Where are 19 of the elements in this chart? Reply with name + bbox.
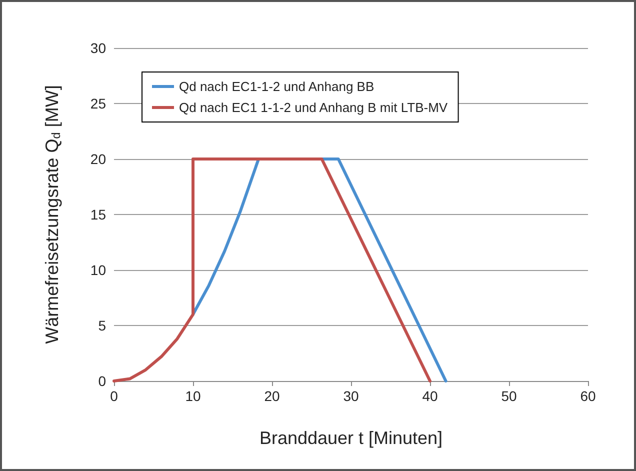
line-series (112, 158, 432, 382)
x-tick-label: 10 (185, 388, 201, 404)
y-tick-label: 25 (90, 96, 106, 112)
x-tick-label: 50 (501, 388, 517, 404)
y-tick-label: 20 (90, 151, 106, 167)
x-tick-label: 40 (422, 388, 438, 404)
legend-label: Qd nach EC1 1-1-2 und Anhang B mit LTB-MV (179, 100, 448, 115)
x-tick-label: 60 (580, 388, 596, 404)
y-tick-label: 10 (90, 262, 106, 278)
y-tick-label: 15 (90, 206, 106, 222)
x-tick-label: 30 (343, 388, 359, 404)
x-tick-label: 20 (264, 388, 280, 404)
legend-label: Qd nach EC1-1-2 und Anhang BB (179, 79, 374, 94)
x-axis-title: Branddauer t [Minuten] (259, 428, 443, 448)
y-tick-label: 5 (98, 318, 106, 334)
y-tick-label: 30 (90, 40, 106, 56)
y-axis-title: Wärmefreisetzungsrate Qd [MW] (42, 85, 63, 344)
x-tick-label: 0 (110, 388, 118, 404)
y-tick-label: 0 (98, 373, 106, 389)
